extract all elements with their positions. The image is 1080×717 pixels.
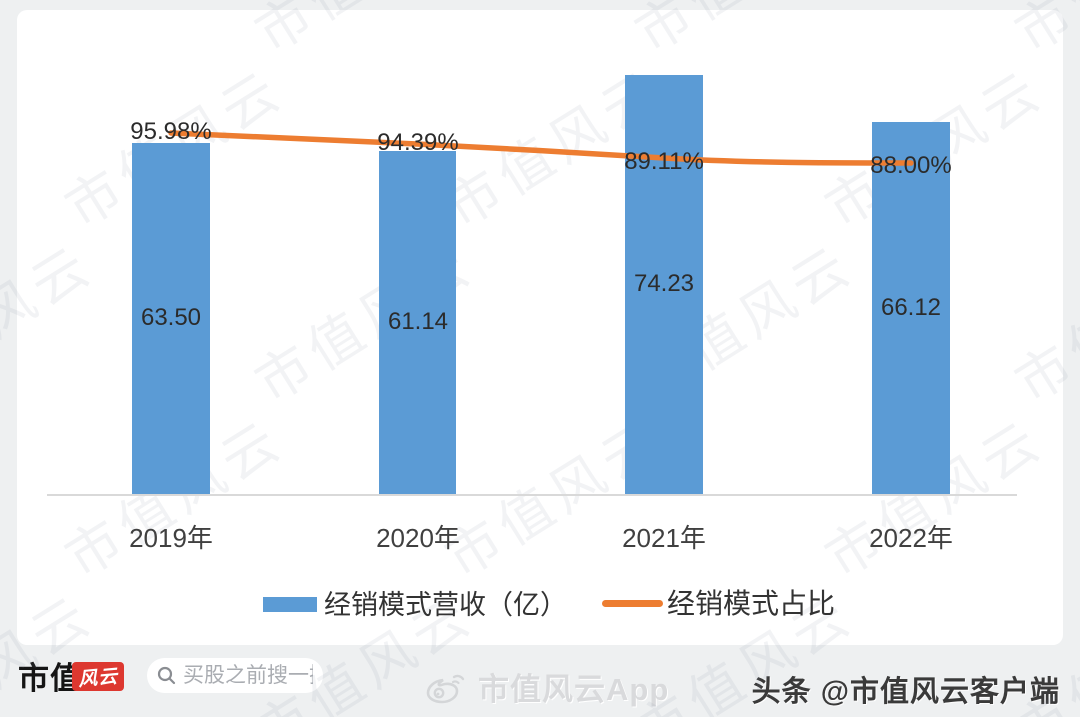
bar-value-label: 61.14 bbox=[387, 308, 449, 335]
legend-bar-swatch bbox=[263, 597, 317, 612]
bar-value-label: 63.50 bbox=[140, 304, 202, 331]
search-icon bbox=[157, 666, 176, 685]
x-tick-label: 2021年 bbox=[622, 523, 706, 553]
x-axis-line bbox=[47, 494, 1017, 496]
brand-logo-badge: 风云 bbox=[72, 662, 124, 691]
search-box[interactable] bbox=[147, 658, 323, 693]
x-tick-label: 2022年 bbox=[869, 523, 953, 553]
line-value-label: 88.00% bbox=[870, 152, 952, 179]
bar-value-label: 66.12 bbox=[880, 294, 942, 321]
bar-2019 bbox=[132, 143, 210, 494]
legend-bar-label: 经销模式营收（亿） bbox=[324, 590, 567, 620]
line-value-label: 94.39% bbox=[377, 129, 459, 156]
search-input[interactable] bbox=[183, 663, 313, 688]
bar-value-label: 74.23 bbox=[633, 270, 695, 297]
line-value-label: 89.11% bbox=[624, 148, 704, 175]
app-brand-text: 市值风云App bbox=[478, 672, 670, 707]
weibo-icon bbox=[426, 674, 465, 703]
x-tick-label: 2020年 bbox=[376, 523, 460, 553]
app-brand: 市值风云App bbox=[426, 664, 669, 709]
legend-line-label: 经销模式占比 bbox=[667, 588, 836, 619]
bar-2020 bbox=[379, 151, 456, 494]
toutiao-credit-text: 头条 @市值风云客户端 bbox=[751, 676, 1060, 708]
bar-2022 bbox=[872, 122, 950, 494]
line-value-label: 95.98% bbox=[130, 118, 212, 145]
brand-logo-text: 市值 bbox=[18, 661, 82, 696]
legend-line-swatch bbox=[602, 600, 663, 607]
footer-bar bbox=[0, 645, 1080, 717]
x-tick-label: 2019年 bbox=[129, 523, 213, 553]
